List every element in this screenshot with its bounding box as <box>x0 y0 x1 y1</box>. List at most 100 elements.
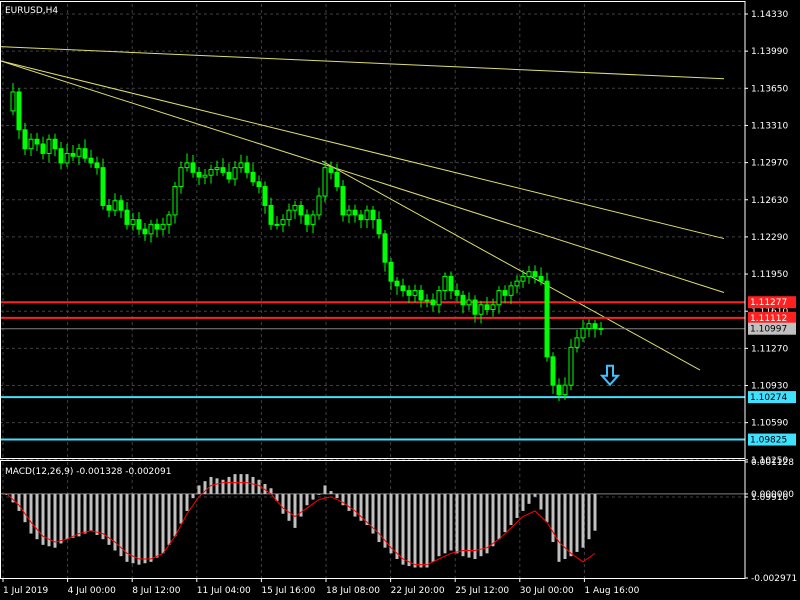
x-tick-label: 18 Jul 08:00 <box>326 586 380 596</box>
axes-layer: 1.14330 1.13990 1.13650 1.13310 1.12970 1.126… <box>2 10 797 596</box>
y-tick-label: 1.09910 <box>751 493 788 503</box>
macd-histogram-bar <box>239 474 243 494</box>
candle-body-bear <box>538 275 544 282</box>
x-tick-label: 8 Jul 12:00 <box>132 586 181 596</box>
x-tick-label: 25 Jul 12:00 <box>455 586 509 596</box>
candle-body-bull <box>364 209 370 221</box>
macd-histogram-bar <box>257 479 261 494</box>
candle-body-bear <box>40 143 46 154</box>
macd-histogram-bar <box>215 478 219 494</box>
macd-histogram-bar <box>137 493 141 565</box>
macd-histogram-bar <box>245 474 249 494</box>
macd-histogram-bar <box>551 493 555 543</box>
y-tick-label: 1.13650 <box>751 84 788 94</box>
macd-histogram-bar <box>11 493 15 503</box>
candle-body-bull <box>76 148 82 157</box>
macd-histogram-bar <box>419 493 423 568</box>
candle-body-bear <box>124 209 130 225</box>
macd-histogram-bar <box>563 493 567 560</box>
price-tag-box <box>748 433 796 446</box>
macd-histogram-bar <box>83 493 87 534</box>
macd-histogram-bar <box>281 493 285 514</box>
candle-body-bear <box>220 167 226 173</box>
macd-plot-frame <box>0 460 746 579</box>
macd-histogram-bar <box>203 481 207 494</box>
candle-body-bull <box>568 346 574 386</box>
macd-histogram-bar <box>161 493 165 554</box>
macd-histogram-bar <box>575 493 579 552</box>
macd-histogram-bar <box>41 493 45 545</box>
macd-histogram-bar <box>251 476 255 494</box>
macd-histogram-bar <box>311 493 315 500</box>
macd-histogram-bar <box>275 493 279 501</box>
x-tick-label: 11 Jul 04:00 <box>197 586 251 596</box>
macd-histogram-bar <box>305 493 309 506</box>
candle-body-bear <box>100 167 106 206</box>
candle-body-bear <box>154 223 160 230</box>
macd-histogram-bar <box>131 493 135 564</box>
macd-layer <box>0 474 745 568</box>
candle-body-bear <box>304 214 310 225</box>
candle-body-bear <box>16 91 22 131</box>
macd-histogram-bar <box>353 493 357 517</box>
macd-histogram-bar <box>59 493 63 544</box>
candle-body-bear <box>430 299 436 306</box>
candle-body-bull <box>28 138 34 150</box>
candle-body-bear <box>136 219 142 230</box>
candle-body-bear <box>532 271 538 277</box>
macd-histogram-bar <box>473 493 477 560</box>
candle-body-bull <box>490 304 496 311</box>
candle-body-bull <box>112 200 118 211</box>
macd-histogram-bar <box>77 493 81 537</box>
trendline <box>321 160 701 371</box>
macd-histogram-bar <box>383 493 387 548</box>
macd-histogram-bar <box>125 493 129 562</box>
x-tick-label: 4 Jul 00:00 <box>68 586 117 596</box>
candle-body-bull <box>10 91 16 112</box>
candle-body-bull <box>598 327 604 330</box>
macd-histogram-bar <box>413 493 417 568</box>
candle-body-bull <box>292 204 298 211</box>
macd-y-tick-label: 0.000000 <box>751 490 794 500</box>
macd-histogram-bar <box>479 493 483 557</box>
macd-histogram-bar <box>377 493 381 543</box>
macd-histogram-bar <box>437 493 441 557</box>
macd-histogram-bar <box>29 493 33 534</box>
macd-histogram-bar <box>455 493 459 554</box>
macd-histogram-bar <box>521 493 525 511</box>
y-tick-label: 1.10590 <box>751 419 788 429</box>
macd-histogram-bar <box>407 493 411 567</box>
macd-histogram-bar <box>587 493 591 540</box>
macd-histogram-bar <box>467 493 471 558</box>
macd-histogram-bar <box>347 493 351 511</box>
candle-body-bull <box>184 162 190 169</box>
candle-body-bear <box>370 209 376 221</box>
macd-histogram-bar <box>509 493 513 526</box>
candle-body-bear <box>334 171 340 188</box>
candle-body-bear <box>298 204 304 216</box>
trendline <box>0 46 725 80</box>
x-tick-label: 22 Jul 20:00 <box>391 586 445 596</box>
macd-histogram-bar <box>263 484 267 494</box>
chart-title: EURUSD,H4 <box>5 6 58 16</box>
candle-body-bull <box>322 167 328 197</box>
main-plot-frame <box>0 1 746 459</box>
price-tag-label: 1.10274 <box>750 393 787 403</box>
macd-histogram-bar <box>197 485 201 494</box>
candle-body-bear <box>88 157 94 164</box>
macd-histogram-bar <box>431 493 435 562</box>
macd-histogram-bar <box>71 493 75 538</box>
candle-body-bull <box>274 223 280 226</box>
macd-histogram-bar <box>557 493 561 562</box>
candle-body-bear <box>550 356 556 386</box>
y-tick-label: 1.14330 <box>751 10 788 20</box>
price-tag-box <box>748 311 796 324</box>
macd-histogram-bar <box>269 488 273 494</box>
candle-body-bull <box>214 167 220 171</box>
candle-body-bear <box>556 384 562 396</box>
candle-body-bull <box>442 275 448 292</box>
candle-body-bear <box>418 290 424 301</box>
candle-body-bear <box>94 162 100 169</box>
x-tick-label: 15 Jul 16:00 <box>261 586 315 596</box>
